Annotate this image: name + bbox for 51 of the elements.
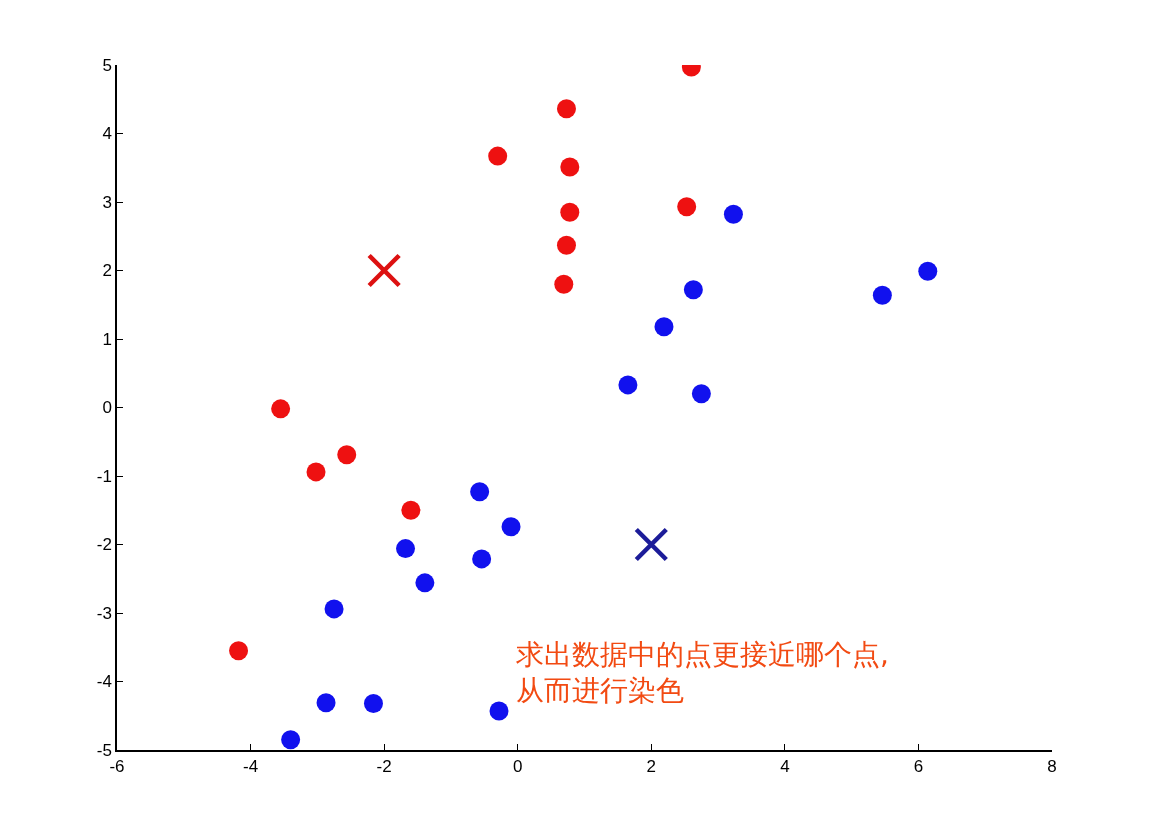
- point: [489, 701, 509, 721]
- point: [560, 157, 580, 177]
- x-tick-label: 8: [1047, 757, 1057, 777]
- y-tick-label: 0: [102, 398, 112, 418]
- point: [488, 146, 508, 166]
- y-tick-label: -2: [96, 535, 112, 555]
- point: [654, 317, 674, 337]
- point: [872, 285, 892, 305]
- point: [363, 693, 383, 713]
- point: [683, 280, 703, 300]
- point: [337, 445, 357, 465]
- point: [501, 517, 521, 537]
- point: [271, 399, 291, 419]
- point: [556, 99, 576, 119]
- point: [306, 462, 326, 482]
- y-tick-label: 2: [102, 261, 112, 281]
- point: [366, 253, 402, 288]
- point: [281, 730, 301, 750]
- point: [470, 482, 490, 502]
- x-tick-label: 2: [646, 757, 657, 777]
- point: [554, 274, 574, 294]
- point: [316, 693, 336, 713]
- x-tick-label: -4: [243, 757, 259, 777]
- x-tick-label: -6: [109, 757, 125, 777]
- y-tick-label: 3: [102, 192, 112, 212]
- point: [472, 549, 492, 569]
- x-tick-label: 4: [780, 757, 790, 777]
- point: [401, 500, 421, 520]
- point: [324, 599, 344, 619]
- point: [918, 261, 938, 281]
- y-tick-label: -4: [96, 672, 112, 692]
- point: [723, 204, 743, 224]
- x-tick-label: -2: [376, 757, 392, 777]
- point: [415, 573, 435, 593]
- point: [677, 197, 697, 217]
- point: [229, 641, 249, 661]
- y-tick-label: -1: [96, 466, 112, 486]
- y-tick-label: -5: [96, 740, 112, 760]
- point: [691, 384, 711, 404]
- point: [556, 235, 576, 255]
- annotation: 求出数据中的点更接近哪个点, 从而进行染色: [516, 638, 889, 708]
- point: [560, 202, 580, 222]
- y-tick-label: 4: [102, 124, 112, 144]
- y-tick-label: -3: [96, 603, 112, 623]
- x-tick-label: 6: [913, 757, 924, 777]
- y-tick-label: 5: [102, 55, 112, 75]
- point: [396, 539, 416, 559]
- x-tick-label: 0: [512, 757, 523, 777]
- point: [618, 375, 638, 395]
- y-tick-label: 1: [102, 329, 112, 349]
- point: [634, 527, 669, 562]
